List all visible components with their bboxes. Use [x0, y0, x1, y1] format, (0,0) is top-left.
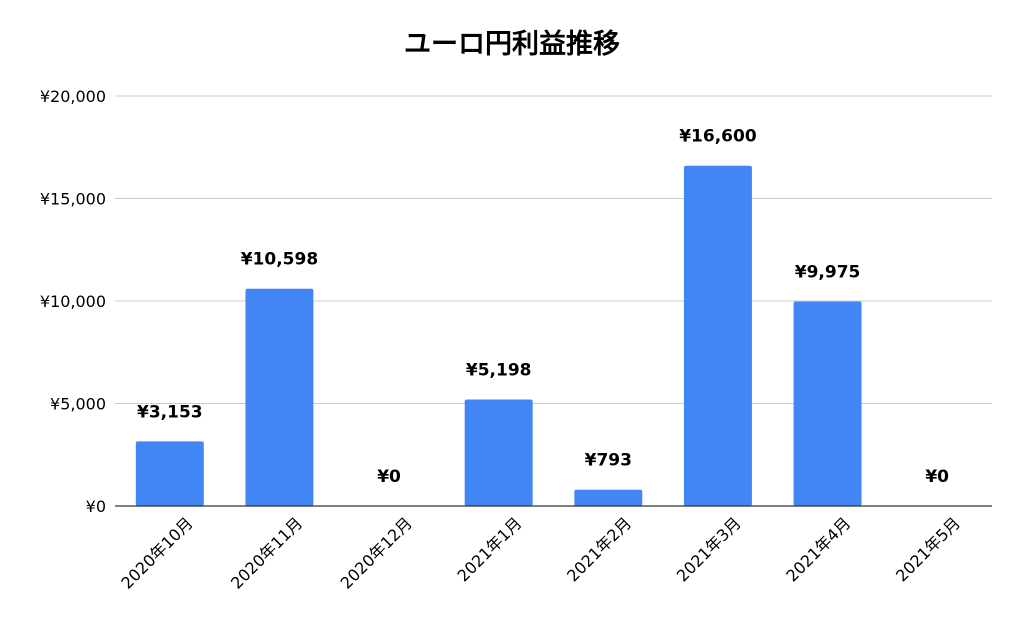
y-tick-label: ¥15,000	[40, 190, 106, 209]
bar	[135, 441, 204, 506]
data-label: ¥10,598	[241, 250, 318, 270]
x-tick-label: 2020年10月	[117, 513, 196, 592]
x-tick-label: 2021年2月	[563, 513, 635, 585]
bar	[683, 165, 752, 506]
y-axis-ticks: ¥0 ¥5,000 ¥10,000 ¥15,000 ¥20,000	[40, 87, 106, 516]
y-tick-label: ¥0	[86, 497, 106, 516]
y-tick-label: ¥5,000	[50, 395, 106, 414]
data-label: ¥0	[377, 467, 401, 487]
bar	[464, 399, 533, 506]
x-tick-label: 2021年3月	[673, 513, 745, 585]
bar	[793, 301, 862, 506]
data-label: ¥0	[925, 467, 949, 487]
x-axis-ticks: 2020年10月 2020年11月 2020年12月 2021年1月 2021年2月 20…	[117, 513, 964, 592]
x-tick-label: 2021年5月	[892, 513, 964, 585]
x-tick-label: 2021年4月	[782, 513, 854, 585]
x-tick-label: 2020年12月	[337, 513, 416, 592]
data-label: ¥16,600	[679, 127, 757, 147]
bar	[574, 489, 643, 506]
chart-title: ユーロ円利益推移	[404, 29, 620, 60]
bar	[245, 288, 314, 506]
y-tick-label: ¥10,000	[40, 292, 106, 311]
x-tick-label: 2020年11月	[227, 513, 306, 592]
data-label: ¥5,198	[466, 360, 532, 380]
data-labels: ¥3,153 ¥10,598 ¥0 ¥5,198 ¥793 ¥16,600 ¥9,975 ¥0	[137, 127, 949, 487]
data-label: ¥9,975	[795, 263, 861, 283]
data-label: ¥793	[585, 451, 632, 471]
bars	[135, 165, 862, 506]
data-label: ¥3,153	[137, 402, 203, 422]
x-tick-label: 2021年1月	[453, 513, 525, 585]
y-tick-label: ¥20,000	[40, 87, 106, 106]
